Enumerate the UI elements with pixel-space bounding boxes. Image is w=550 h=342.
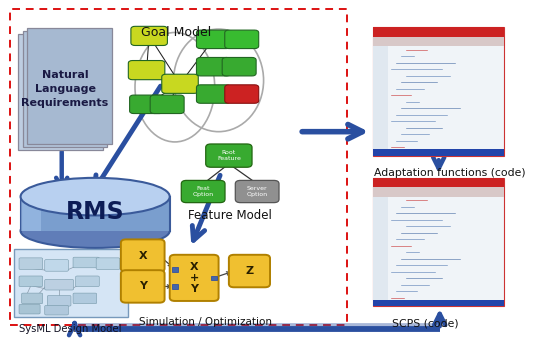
Text: RMS: RMS: [66, 200, 124, 224]
Text: Goal Model: Goal Model: [141, 26, 212, 39]
FancyBboxPatch shape: [196, 57, 230, 76]
FancyBboxPatch shape: [196, 30, 230, 49]
Ellipse shape: [20, 214, 170, 248]
FancyBboxPatch shape: [21, 293, 43, 304]
FancyBboxPatch shape: [19, 304, 40, 314]
Text: Y: Y: [139, 281, 147, 291]
Text: Simulation / Optimization: Simulation / Optimization: [139, 317, 272, 327]
FancyBboxPatch shape: [229, 255, 270, 287]
FancyBboxPatch shape: [222, 57, 256, 76]
Text: Z: Z: [245, 266, 254, 276]
Bar: [373, 187, 504, 197]
Bar: [373, 149, 504, 156]
FancyBboxPatch shape: [96, 258, 120, 269]
Text: Feat
Option: Feat Option: [192, 186, 214, 197]
Text: X
+
Y: X + Y: [190, 262, 199, 294]
Bar: [211, 276, 217, 280]
Bar: [373, 300, 504, 306]
Bar: [373, 27, 504, 156]
FancyBboxPatch shape: [121, 270, 164, 303]
Bar: [373, 178, 504, 306]
Text: Adaptation functions (code): Adaptation functions (code): [375, 168, 526, 177]
Bar: [373, 46, 388, 156]
FancyBboxPatch shape: [19, 258, 43, 269]
FancyBboxPatch shape: [121, 239, 164, 272]
Ellipse shape: [20, 178, 170, 215]
FancyBboxPatch shape: [73, 293, 97, 304]
Text: Feature Model: Feature Model: [188, 209, 272, 222]
FancyBboxPatch shape: [196, 85, 230, 103]
Bar: [373, 37, 504, 46]
FancyBboxPatch shape: [130, 95, 163, 114]
FancyBboxPatch shape: [47, 295, 71, 306]
FancyBboxPatch shape: [14, 249, 128, 317]
Text: SCPS (code): SCPS (code): [392, 318, 459, 328]
FancyBboxPatch shape: [19, 276, 43, 287]
Polygon shape: [20, 197, 41, 231]
Bar: [373, 27, 504, 37]
Text: Root
Feature: Root Feature: [217, 150, 241, 161]
FancyBboxPatch shape: [23, 31, 107, 147]
Bar: [373, 178, 504, 187]
FancyBboxPatch shape: [75, 276, 99, 287]
FancyBboxPatch shape: [45, 260, 68, 271]
FancyBboxPatch shape: [235, 181, 279, 202]
FancyBboxPatch shape: [45, 305, 68, 315]
Bar: [10, 9, 347, 325]
FancyBboxPatch shape: [18, 34, 103, 150]
FancyBboxPatch shape: [28, 28, 112, 144]
FancyBboxPatch shape: [45, 279, 74, 290]
FancyBboxPatch shape: [225, 30, 258, 49]
Text: Server
Option: Server Option: [246, 186, 268, 197]
FancyBboxPatch shape: [162, 74, 198, 93]
Text: Natural
Language
Requirements: Natural Language Requirements: [21, 70, 109, 108]
FancyBboxPatch shape: [131, 26, 167, 45]
Bar: [172, 285, 178, 289]
Polygon shape: [20, 197, 170, 231]
FancyBboxPatch shape: [150, 95, 184, 114]
FancyBboxPatch shape: [128, 61, 165, 80]
FancyBboxPatch shape: [73, 257, 99, 268]
Bar: [373, 197, 388, 306]
FancyBboxPatch shape: [182, 181, 225, 202]
FancyBboxPatch shape: [170, 255, 218, 301]
Text: SysML Design Model: SysML Design Model: [19, 324, 122, 334]
FancyBboxPatch shape: [206, 144, 252, 167]
FancyBboxPatch shape: [225, 85, 258, 103]
Text: X: X: [139, 251, 147, 261]
Bar: [172, 267, 178, 272]
